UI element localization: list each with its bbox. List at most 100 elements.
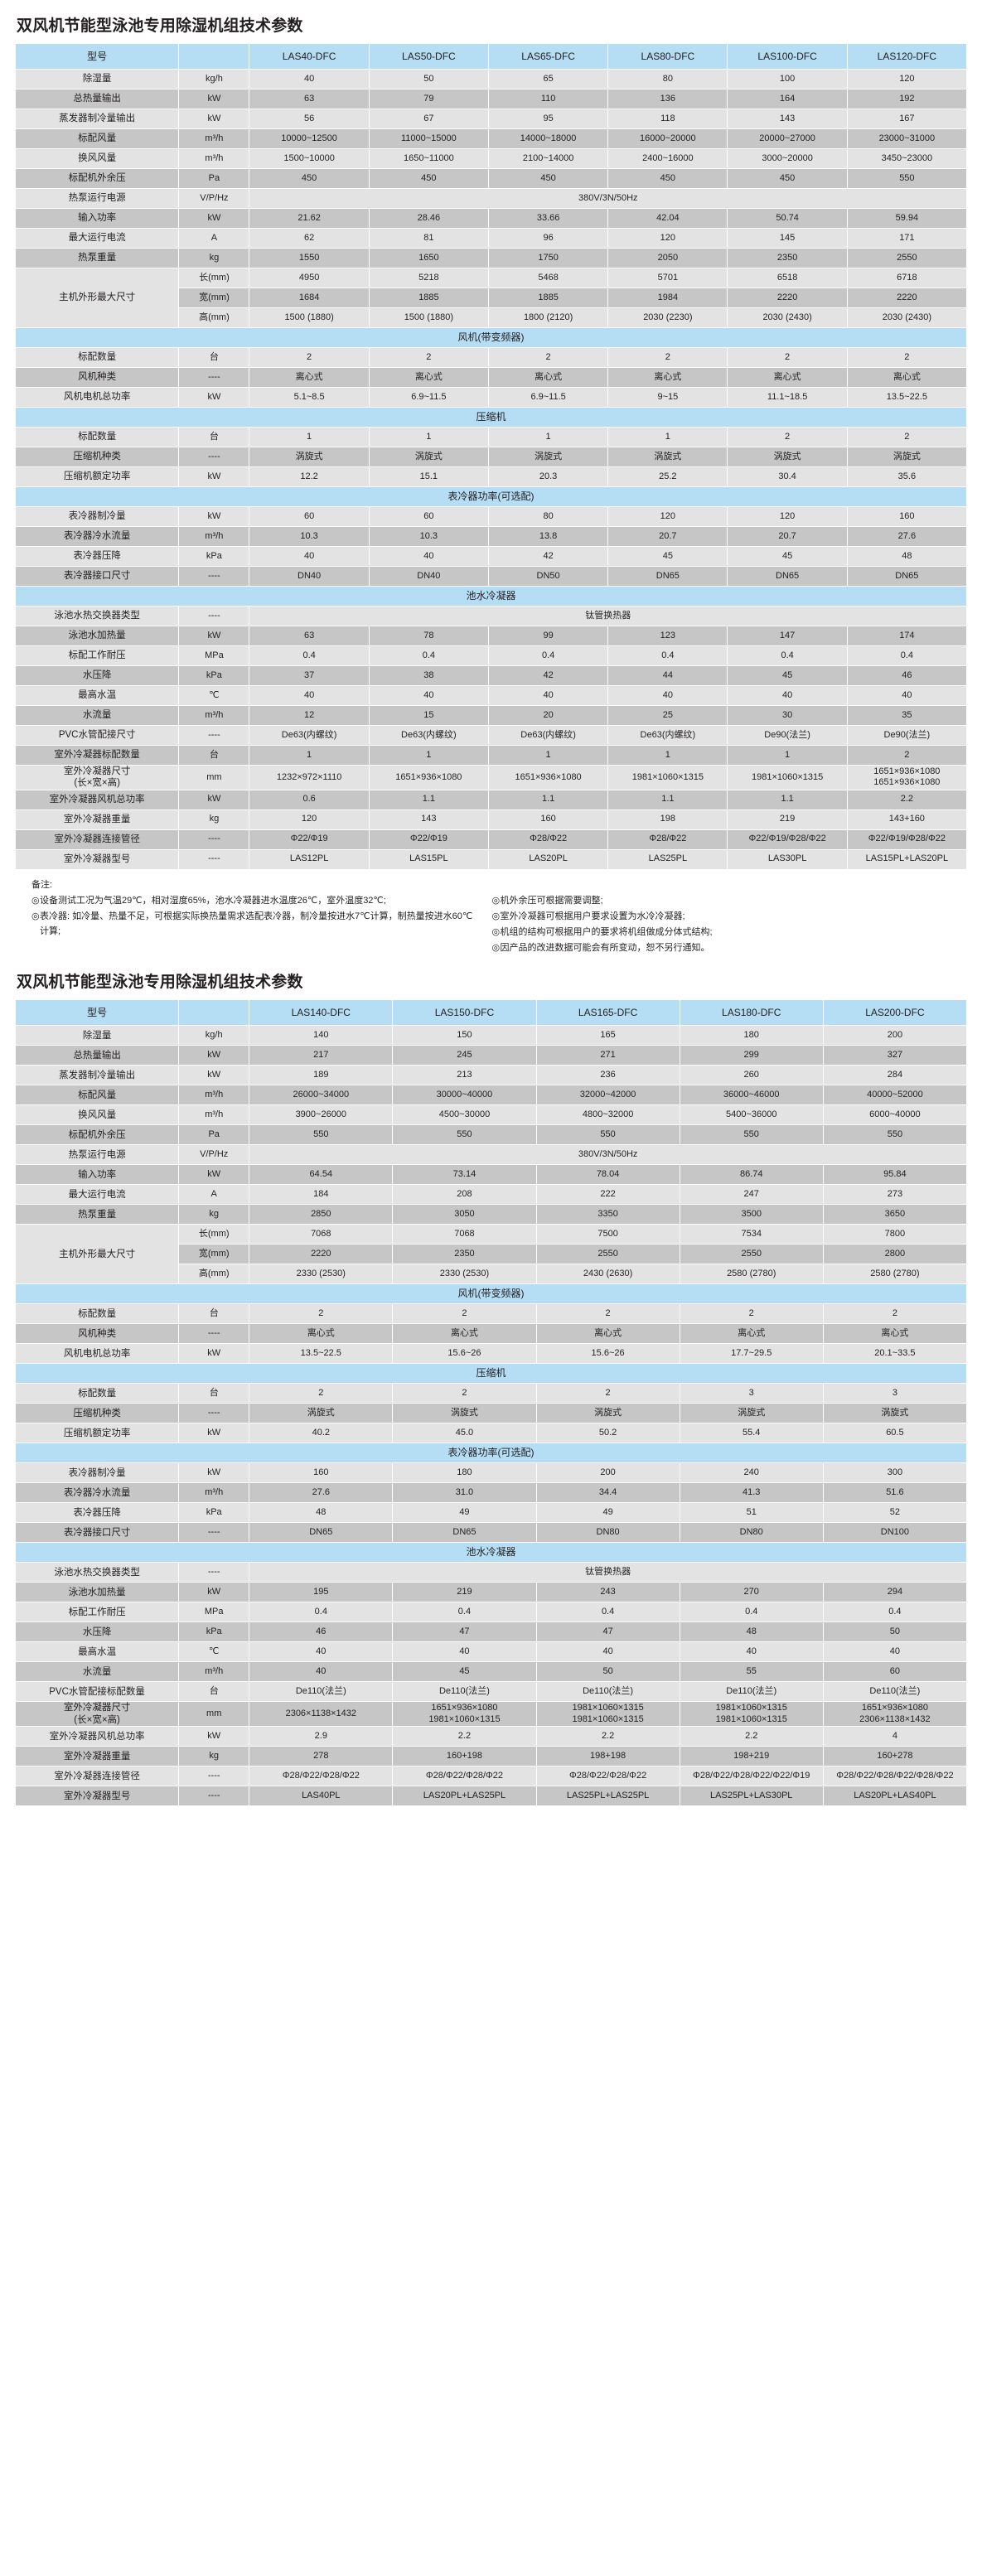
table-header-row: 型号 LAS40-DFC LAS50-DFC LAS65-DFC LAS80-DFC LA… [16,44,966,69]
data-cell: 涡旋式 [608,447,728,466]
data-cell: 550 [536,1125,680,1145]
data-cell: 198+219 [680,1747,823,1766]
data-cell: 1981×1060×1315 1981×1060×1315 [680,1702,823,1727]
row-unit: ---- [179,1324,249,1344]
data-cell: 30000~40000 [393,1085,536,1105]
table-row: 蒸发器制冷量输出 kW 56 67 95 118 143 167 [16,109,966,128]
table-row: 水流量 m³/h 12 15 20 25 30 35 [16,706,966,725]
data-cell: 离心式 [393,1324,536,1344]
data-cell: 50.2 [536,1423,680,1443]
data-cell: 49 [393,1503,536,1523]
data-cell: De110(法兰) [823,1682,966,1702]
header-model-cell: LAS140-DFC [291,1006,351,1018]
row-unit: m³/h [179,1085,249,1105]
table-row: 最高水温 ℃ 40 40 40 40 40 [16,1642,966,1662]
data-cell: LAS15PL [369,849,488,869]
data-cell: 56 [249,109,369,128]
data-cell: 64.54 [249,1165,393,1185]
data-cell: 51.6 [823,1483,966,1503]
data-cell: 550 [680,1125,823,1145]
row-label: 表冷器接口尺寸 [16,1523,179,1543]
table-row: 室外冷凝器型号 ---- LAS12PL LAS15PL LAS20PL LAS25PL L… [16,849,966,869]
table-row: 表冷器制冷量 kW 160 180 200 240 300 [16,1463,966,1483]
data-cell: 40 [249,547,369,566]
data-cell: 51 [680,1503,823,1523]
data-cell: 294 [823,1583,966,1602]
data-cell: 31.0 [393,1483,536,1503]
row-label: 泳池水加热量 [16,626,179,645]
data-cell: 16000~20000 [608,129,728,148]
data-cell: 1 [488,428,608,447]
row-unit: ---- [179,849,249,869]
data-cell: 1684 [249,288,369,307]
header-model-cell: LAS200-DFC [865,1006,925,1018]
data-cell: 86.74 [680,1165,823,1185]
row-unit: 高(mm) [179,1264,249,1284]
data-cell: 1885 [488,288,608,307]
data-cell: 164 [728,89,847,109]
data-cell: 45 [608,547,728,566]
row-unit: kW [179,209,249,228]
data-cell: 219 [728,810,847,829]
data-cell: 136 [608,89,728,109]
table-row: 风机电机总功率 kW 13.5~22.5 15.6~26 15.6~26 17.7~29.… [16,1344,966,1364]
row-unit: kg [179,810,249,829]
section-row: 风机(带变频器) [16,1284,966,1304]
section-title: 风机(带变频器) [16,1284,966,1304]
data-cell: 2050 [608,249,728,268]
page-title: 双风机节能型泳池专用除湿机组技术参数 [17,974,303,992]
row-label: 标配数量 [16,348,179,367]
row-unit: m³/h [179,1105,249,1125]
data-cell: 2 [393,1304,536,1324]
data-cell: 3350 [536,1205,680,1225]
data-cell: 198+198 [536,1747,680,1766]
data-cell: 160+278 [823,1747,966,1766]
data-cell: 2.2 [536,1727,680,1747]
row-label: 室外冷凝器型号 [16,849,179,869]
data-cell: Φ22/Φ19 [249,829,369,849]
row-label: 室外冷凝器型号 [16,1786,179,1806]
row-unit: kW [179,1583,249,1602]
data-cell: LAS12PL [249,849,369,869]
data-cell: 78.04 [536,1165,680,1185]
data-cell: 48 [249,1503,393,1523]
data-cell: 26000~34000 [249,1085,393,1105]
section-title: 压缩机 [16,1364,966,1384]
data-cell: 13.5~22.5 [249,1344,393,1364]
row-label: 室外冷凝器重量 [16,1747,179,1766]
row-unit: m³/h [179,1483,249,1503]
row-label: 热泵重量 [16,249,179,268]
data-cell: 145 [728,229,847,248]
data-cell: 80 [488,507,608,526]
data-cell: 5218 [369,268,488,288]
row-label: 标配数量 [16,1384,179,1404]
data-cell: 0.6 [249,790,369,810]
data-cell: De110(法兰) [680,1682,823,1702]
data-cell: 20.3 [488,467,608,486]
row-unit: 台 [179,1682,249,1702]
data-cell: 离心式 [369,368,488,387]
data-cell: 2220 [249,1245,393,1264]
table-row: 标配风量 m³/h 26000~34000 30000~40000 32000~4200… [16,1085,966,1105]
row-unit: kPa [179,1503,249,1523]
data-cell: 123 [608,626,728,645]
data-cell: 171 [847,229,966,248]
table-row: 主机外形最大尺寸 长(mm) 7068 7068 7500 7534 7800 [16,1225,966,1284]
row-unit: kW [179,89,249,109]
row-unit: MPa [179,1602,249,1622]
row-unit: V/P/Hz [179,1145,249,1165]
data-cell: De110(法兰) [536,1682,680,1702]
data-cell: 36000~46000 [680,1085,823,1105]
data-cell: 2330 (2530) [249,1264,393,1284]
row-unit: m³/h [179,527,249,546]
data-cell: 1 [608,428,728,447]
data-cell: DN65 [249,1523,393,1543]
row-label: 水流量 [16,1662,179,1682]
data-cell: 2580 (2780) [823,1264,966,1284]
data-cell: 245 [393,1046,536,1066]
data-cell: 120 [249,810,369,829]
note-bullet-icon: ◎ [491,911,501,922]
header-model-cell: LAS120-DFC [877,50,937,62]
data-cell: 222 [536,1185,680,1205]
header-label-cell: 型号 [87,1006,108,1018]
